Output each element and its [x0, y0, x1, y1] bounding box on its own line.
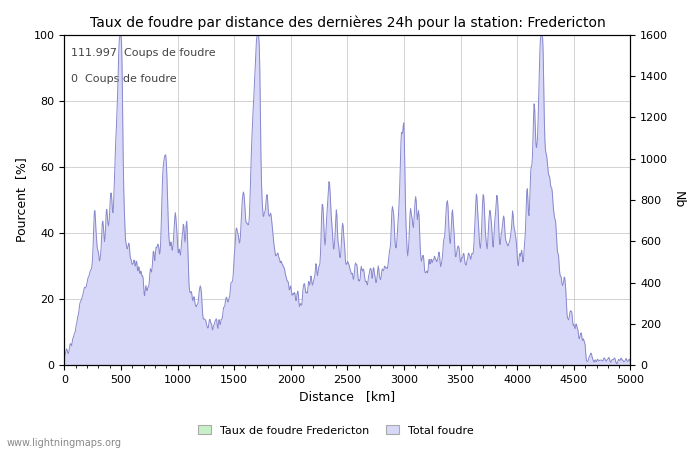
- Y-axis label: Pourcent  [%]: Pourcent [%]: [15, 158, 28, 243]
- Text: www.lightningmaps.org: www.lightningmaps.org: [7, 438, 122, 448]
- Text: 111.997  Coups de foudre: 111.997 Coups de foudre: [71, 48, 216, 58]
- Title: Taux de foudre par distance des dernières 24h pour la station: Fredericton: Taux de foudre par distance des dernière…: [90, 15, 606, 30]
- Legend: Taux de foudre Fredericton, Total foudre: Taux de foudre Fredericton, Total foudre: [193, 421, 479, 440]
- Text: 0  Coups de foudre: 0 Coups de foudre: [71, 75, 176, 85]
- Y-axis label: Nb: Nb: [672, 191, 685, 209]
- X-axis label: Distance   [km]: Distance [km]: [300, 391, 395, 404]
